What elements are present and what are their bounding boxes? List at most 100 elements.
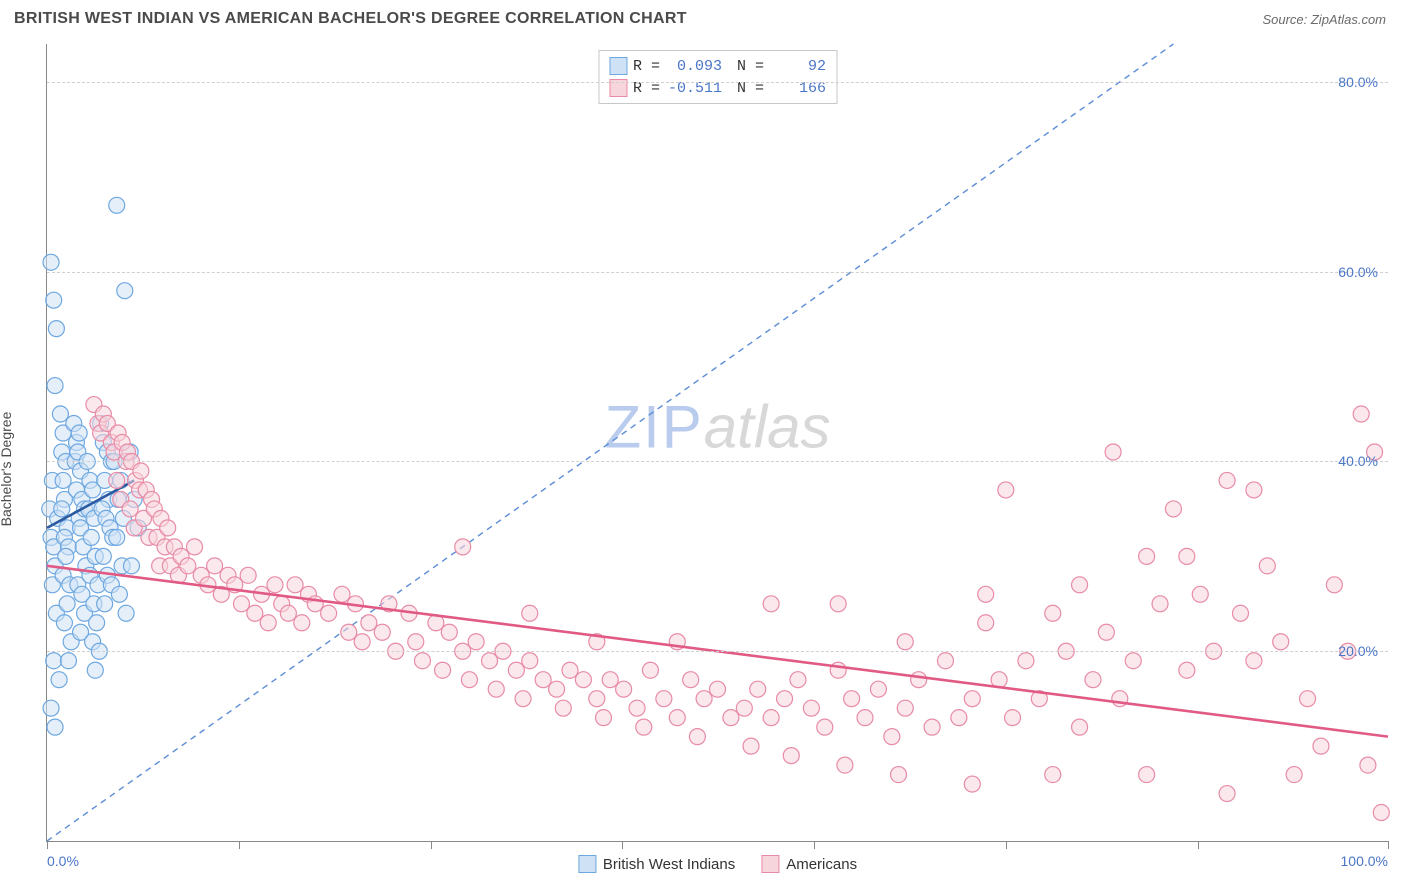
y-axis-label: Bachelor's Degree (0, 412, 14, 527)
xtick-label-left: 0.0% (47, 853, 79, 869)
scatter-point (60, 653, 76, 669)
scatter-point (1105, 444, 1121, 460)
scatter-point (1313, 738, 1329, 754)
scatter-point (95, 548, 111, 564)
xtick (814, 841, 815, 849)
scatter-point (43, 700, 59, 716)
scatter-point (160, 520, 176, 536)
scatter-point (884, 729, 900, 745)
scatter-point (58, 548, 74, 564)
scatter-point (1165, 501, 1181, 517)
scatter-svg (47, 44, 1388, 841)
scatter-point (59, 596, 75, 612)
scatter-point (354, 634, 370, 650)
scatter-point (783, 748, 799, 764)
scatter-point (750, 681, 766, 697)
scatter-point (1286, 767, 1302, 783)
scatter-point (1360, 757, 1376, 773)
scatter-point (642, 662, 658, 678)
plot-area: ZIPatlas R = 0.093 N = 92 R = -0.511 N =… (46, 44, 1388, 842)
scatter-point (669, 710, 685, 726)
xtick (47, 841, 48, 849)
scatter-point (723, 710, 739, 726)
scatter-point (1192, 586, 1208, 602)
legend-swatch-1b (761, 855, 779, 873)
scatter-point (1246, 653, 1262, 669)
scatter-point (1139, 767, 1155, 783)
scatter-point (374, 624, 390, 640)
xtick (1388, 841, 1389, 849)
scatter-point (1326, 577, 1342, 593)
scatter-point (47, 719, 63, 735)
scatter-point (56, 615, 72, 631)
scatter-point (924, 719, 940, 735)
scatter-point (117, 283, 133, 299)
scatter-point (133, 463, 149, 479)
chart-container: Bachelor's Degree ZIPatlas R = 0.093 N =… (14, 44, 1392, 878)
scatter-point (71, 425, 87, 441)
scatter-point (482, 653, 498, 669)
scatter-point (187, 539, 203, 555)
scatter-point (109, 197, 125, 213)
scatter-point (111, 586, 127, 602)
scatter-point (1045, 605, 1061, 621)
scatter-point (97, 596, 113, 612)
scatter-point (763, 596, 779, 612)
scatter-point (790, 672, 806, 688)
scatter-point (522, 653, 538, 669)
scatter-point (998, 482, 1014, 498)
scatter-point (602, 672, 618, 688)
scatter-point (964, 691, 980, 707)
scatter-point (710, 681, 726, 697)
gridline (47, 651, 1388, 652)
gridline (47, 461, 1388, 462)
scatter-point (46, 292, 62, 308)
scatter-point (122, 501, 138, 517)
scatter-point (83, 529, 99, 545)
scatter-point (1018, 653, 1034, 669)
scatter-point (562, 662, 578, 678)
scatter-point (341, 624, 357, 640)
scatter-point (260, 615, 276, 631)
scatter-point (508, 662, 524, 678)
xtick (1198, 841, 1199, 849)
scatter-point (1273, 634, 1289, 650)
scatter-point (629, 700, 645, 716)
scatter-point (1152, 596, 1168, 612)
scatter-point (522, 605, 538, 621)
scatter-point (48, 321, 64, 337)
scatter-point (55, 472, 71, 488)
ytick-label: 60.0% (1338, 264, 1378, 280)
ytick-label: 80.0% (1338, 74, 1378, 90)
scatter-point (233, 596, 249, 612)
scatter-point (911, 672, 927, 688)
ytick-label: 20.0% (1338, 643, 1378, 659)
scatter-point (207, 558, 223, 574)
scatter-point (1246, 482, 1262, 498)
scatter-point (109, 529, 125, 545)
scatter-point (636, 719, 652, 735)
legend-item-0: British West Indians (578, 855, 735, 873)
scatter-point (857, 710, 873, 726)
ytick-label: 40.0% (1338, 453, 1378, 469)
scatter-point (1300, 691, 1316, 707)
scatter-point (951, 710, 967, 726)
scatter-point (334, 586, 350, 602)
scatter-point (978, 586, 994, 602)
scatter-point (43, 254, 59, 270)
scatter-point (830, 596, 846, 612)
scatter-point (803, 700, 819, 716)
scatter-point (656, 691, 672, 707)
scatter-point (287, 577, 303, 593)
scatter-point (280, 605, 296, 621)
scatter-point (837, 757, 853, 773)
scatter-point (247, 605, 263, 621)
scatter-point (1373, 805, 1389, 821)
scatter-point (52, 406, 68, 422)
scatter-point (515, 691, 531, 707)
scatter-point (549, 681, 565, 697)
scatter-point (575, 672, 591, 688)
scatter-point (1179, 662, 1195, 678)
xtick (239, 841, 240, 849)
scatter-point (468, 634, 484, 650)
